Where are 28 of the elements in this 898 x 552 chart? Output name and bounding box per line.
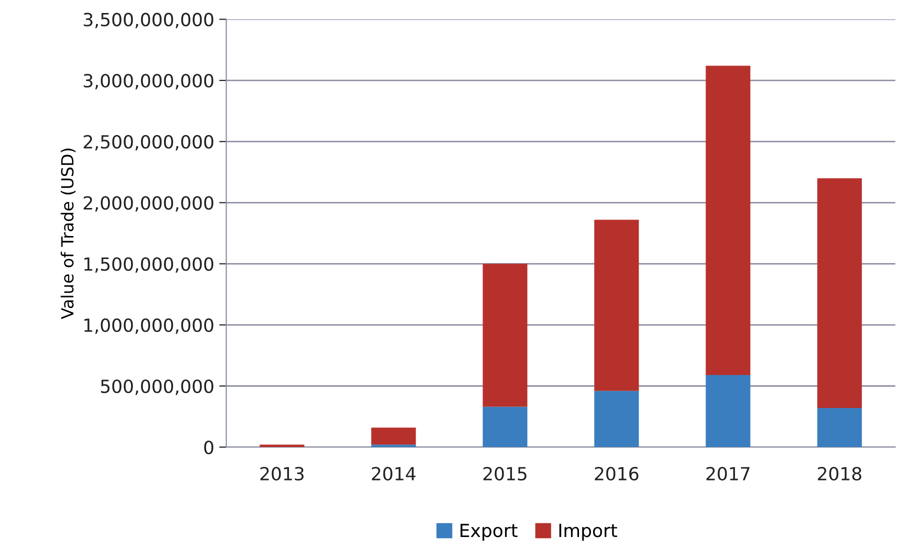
y-tick-label: 3,000,000,000: [84, 74, 214, 90]
x-tick-label: 2018: [818, 466, 862, 481]
y-tick-label: 1,500,000,000: [84, 257, 214, 273]
bar: [706, 375, 750, 448]
x-tick-label: 2017: [706, 466, 750, 481]
bar: [817, 178, 862, 408]
y-tick-label: 2,500,000,000: [84, 135, 214, 151]
bar: [706, 66, 750, 376]
bar: [594, 390, 639, 448]
y-tick-label: 3,500,000,000: [84, 12, 214, 28]
bar: [371, 428, 416, 445]
x-tick-label: 2015: [483, 466, 526, 481]
y-axis-title: Value of Trade (USD): [60, 148, 76, 320]
y-tick-label: 2,000,000,000: [84, 196, 214, 212]
bar: [371, 444, 416, 448]
y-tick-label: 1,000,000,000: [84, 318, 214, 334]
x-tick-label: 2014: [372, 466, 416, 481]
bar: [260, 444, 304, 448]
legend-label: Export: [460, 524, 518, 541]
legend-label: Import: [559, 524, 618, 541]
y-tick-label: 500,000,000: [101, 379, 214, 395]
x-tick-label: 2013: [260, 466, 304, 481]
bar: [594, 220, 639, 391]
bar: [482, 264, 528, 407]
bar: [817, 408, 862, 448]
bar: [482, 406, 528, 448]
y-tick-label: 0: [204, 440, 214, 454]
x-tick-label: 2016: [594, 466, 638, 481]
